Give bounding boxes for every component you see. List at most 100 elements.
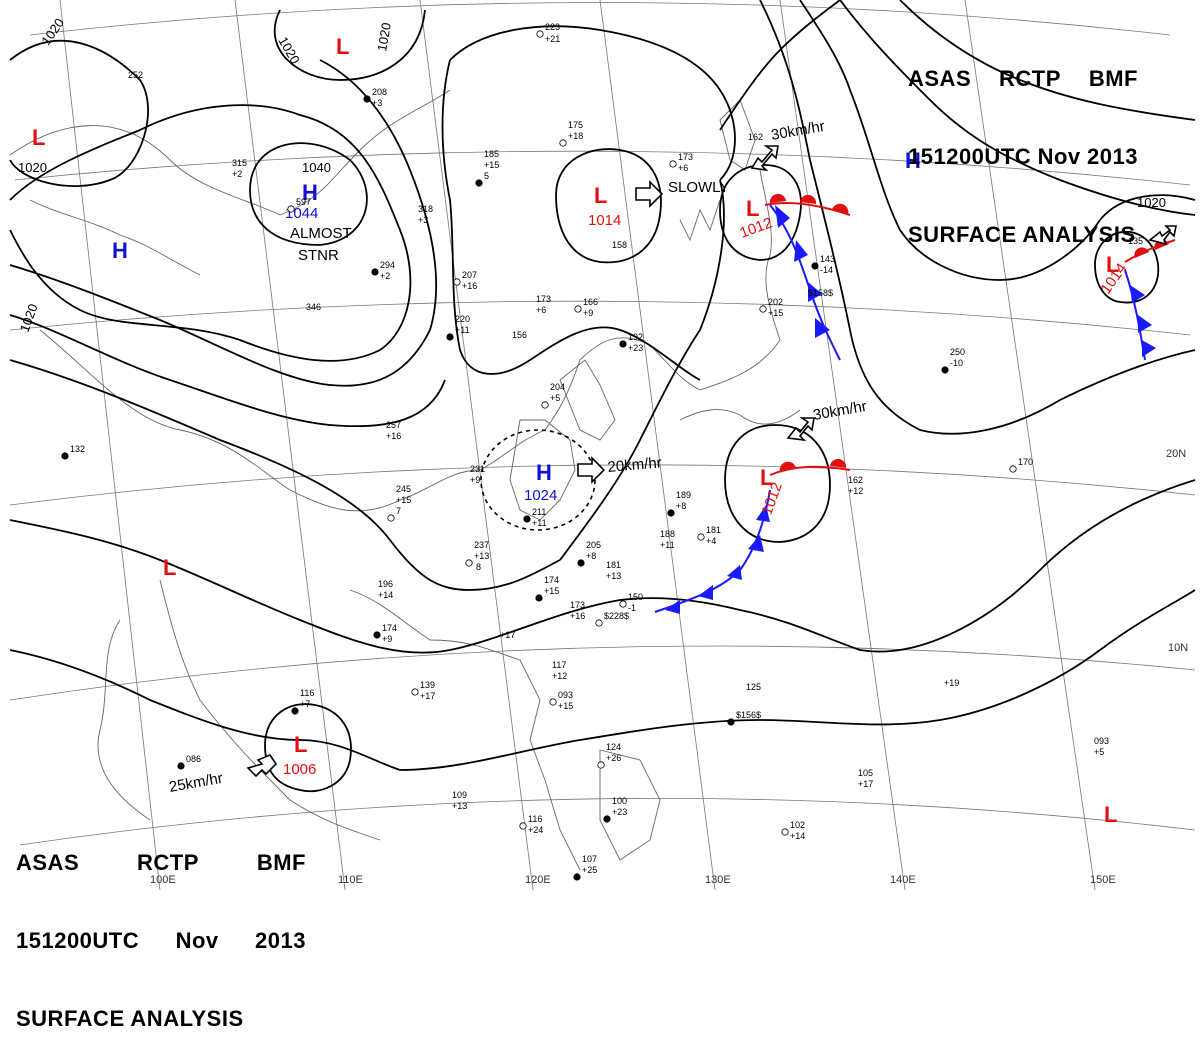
header-month: Nov bbox=[175, 928, 219, 953]
station-value: 597 bbox=[296, 197, 311, 207]
station-value: +13 bbox=[452, 801, 467, 811]
station-value: 181 bbox=[706, 525, 721, 535]
station-value: 135 bbox=[1128, 236, 1143, 246]
header-year: 2013 bbox=[255, 928, 306, 953]
station-value: 109 bbox=[452, 790, 467, 800]
station-value: 174 bbox=[382, 623, 397, 633]
station-value: -14 bbox=[820, 265, 833, 275]
station-value: 117 bbox=[552, 660, 566, 670]
station-value: 315 bbox=[232, 158, 247, 168]
header-station: RCTP bbox=[137, 850, 199, 875]
header-code: BMF bbox=[1088, 66, 1138, 91]
header-agency: ASAS bbox=[16, 850, 80, 875]
station-value: 175 bbox=[568, 120, 583, 130]
lat-label: 10N bbox=[1168, 642, 1188, 654]
station-value: +23 bbox=[628, 343, 643, 353]
station-marker bbox=[387, 514, 395, 522]
station-value: 220 bbox=[455, 314, 470, 324]
station-value: 223 bbox=[545, 22, 560, 32]
station-value: 102 bbox=[790, 820, 805, 830]
station-value: -10 bbox=[950, 358, 963, 368]
station-marker bbox=[61, 452, 69, 460]
cold-front-east bbox=[769, 204, 841, 361]
low-symbol: L bbox=[294, 732, 307, 757]
station-marker bbox=[573, 873, 581, 881]
station-value: 116 bbox=[528, 814, 542, 824]
station-value: 318 bbox=[418, 204, 433, 214]
station-value: 124 bbox=[606, 742, 621, 752]
motion-speed: 20km/hr bbox=[607, 454, 662, 476]
station-value: 252 bbox=[128, 70, 143, 80]
station-value: +6 bbox=[678, 163, 688, 173]
station-marker bbox=[523, 515, 531, 523]
low-symbol: L bbox=[32, 125, 45, 150]
header-station: RCTP bbox=[999, 66, 1061, 91]
station-value: $228$ bbox=[604, 611, 629, 621]
station-marker bbox=[373, 631, 381, 639]
station-marker bbox=[291, 707, 299, 715]
station-marker bbox=[941, 366, 949, 374]
station-value: +7 bbox=[300, 699, 310, 709]
weather-map: 1020 1020 1020 1020 1040 1020 1020 L L H… bbox=[9, 0, 1196, 891]
motion-speed: 25km/hr bbox=[168, 770, 224, 796]
station-value: 188 bbox=[660, 529, 675, 539]
low-pressure-value: 1014 bbox=[588, 212, 621, 229]
station-value: +18 bbox=[568, 131, 583, 141]
station-value: +14 bbox=[378, 590, 393, 600]
station-value: +13 bbox=[606, 571, 621, 581]
station-value: 181 bbox=[606, 560, 621, 570]
station-value: 162 bbox=[748, 132, 763, 142]
lon-label: 130E bbox=[705, 874, 731, 886]
high-symbol: H bbox=[905, 148, 921, 173]
station-marker bbox=[453, 278, 461, 286]
lon-label: 140E bbox=[890, 874, 916, 886]
station-value: 158 bbox=[612, 240, 627, 250]
motion-speed: 30km/hr bbox=[812, 398, 868, 424]
station-value: 170 bbox=[1018, 457, 1033, 467]
station-value: 205 bbox=[586, 540, 601, 550]
lon-label: 150E bbox=[1090, 874, 1116, 886]
station-value: +21 bbox=[545, 34, 560, 44]
low-pressure-value: 1012 bbox=[738, 214, 775, 241]
high-symbol: H bbox=[536, 460, 552, 485]
station-value: 185 bbox=[484, 149, 499, 159]
graticule bbox=[9, 0, 1196, 891]
station-value: +9 bbox=[470, 475, 480, 485]
station-value: +8 bbox=[586, 551, 596, 561]
header-code: BMF bbox=[256, 850, 306, 875]
station-value: +15 bbox=[768, 308, 783, 318]
station-marker bbox=[519, 822, 527, 830]
isobar-label: 1020 bbox=[374, 21, 394, 52]
motion-almost: ALMOST bbox=[290, 225, 352, 242]
low-symbol: L bbox=[594, 183, 607, 208]
station-value: 125 bbox=[746, 682, 761, 692]
station-value: +16 bbox=[462, 281, 477, 291]
station-marker bbox=[559, 139, 567, 147]
motion-slowly: SLOWLY bbox=[668, 179, 729, 196]
header-month: Nov bbox=[1037, 144, 1081, 169]
station-marker bbox=[549, 698, 557, 706]
isobar-label: 1020 bbox=[18, 160, 47, 175]
station-value: 196 bbox=[378, 579, 393, 589]
station-value: 204 bbox=[550, 382, 565, 392]
station-marker bbox=[541, 401, 549, 409]
station-marker bbox=[465, 559, 473, 567]
warm-front-south bbox=[769, 458, 851, 476]
station-value: +24 bbox=[528, 825, 543, 835]
low-symbol: L bbox=[1106, 252, 1119, 277]
station-value: 208 bbox=[372, 87, 387, 97]
station-value: +11 bbox=[660, 540, 675, 550]
station-marker bbox=[363, 95, 371, 103]
station-value: +13 bbox=[474, 551, 489, 561]
station-value: +3 bbox=[372, 98, 382, 108]
high-symbol: H bbox=[112, 238, 128, 263]
station-value: +12 bbox=[848, 486, 863, 496]
station-value: +5 bbox=[1094, 747, 1104, 757]
station-value: 105 bbox=[858, 768, 873, 778]
station-value: +17 bbox=[858, 779, 873, 789]
station-marker bbox=[759, 305, 767, 313]
low-symbol: L bbox=[746, 196, 759, 221]
high-pressure-value: 1024 bbox=[524, 487, 557, 504]
station-value: +15 bbox=[484, 160, 499, 170]
station-value: +6 bbox=[536, 305, 546, 315]
